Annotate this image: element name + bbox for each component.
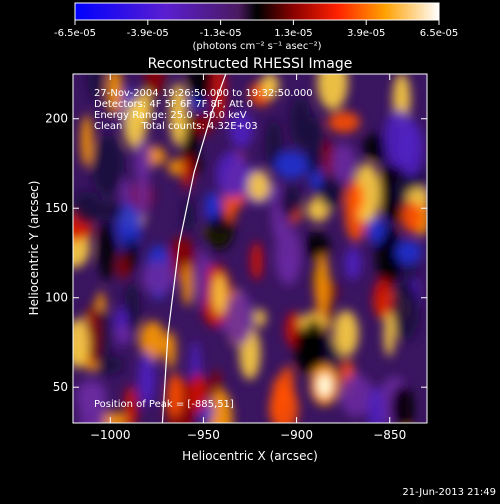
colorbar-tick-label: 3.9e-05 [347, 28, 385, 39]
colorbar-gradient [74, 2, 440, 21]
peak-position-text: Position of Peak = [-885,51] [94, 399, 234, 410]
y-tick-label: 200 [45, 112, 68, 126]
observation-annotations: 27-Nov-2004 19:26:50.000 to 19:32:50.000… [94, 88, 313, 132]
x-tick-label: −950 [187, 428, 220, 442]
x-axis-label: Heliocentric X (arcsec) [182, 449, 318, 463]
y-tick-label: 150 [45, 201, 68, 215]
x-tick-label: −850 [373, 428, 406, 442]
x-tick-label: −900 [280, 428, 313, 442]
time-range-text: 27-Nov-2004 19:26:50.000 to 19:32:50.000 [94, 88, 313, 99]
solar-limb-curve [161, 74, 227, 423]
heatmap-image [73, 74, 427, 423]
colorbar-tick-label: -3.9e-05 [127, 28, 169, 39]
colorbar-ticks: -6.5e-05 -3.9e-05 -1.3e-05 1.3e-05 3.9e-05 6.… [54, 20, 458, 39]
chart-title: Reconstructed RHESSI Image [148, 56, 353, 72]
colorbar-tick-label: -6.5e-05 [54, 28, 96, 39]
colorbar-tick-label: -1.3e-05 [200, 28, 242, 39]
detectors-text: Detectors: 4F 5F 6F 7F 8F, Att 0 [94, 99, 253, 110]
energy-range-text: Energy Range: 25.0 - 50.0 keV [94, 110, 247, 121]
y-tick-label: 100 [45, 291, 68, 305]
axis-ticks: −1000 −950 −900 −850 50 100 150 200 [45, 74, 427, 442]
colorbar-unit-label: (photons cm⁻² s⁻¹ asec⁻²) [192, 41, 321, 52]
clean-counts-text: Clean Total counts: 4.32E+03 [94, 121, 258, 132]
timestamp-footer: 21-Jun-2013 21:49 [402, 487, 496, 498]
y-tick-label: 50 [53, 380, 68, 394]
colorbar-tick-label: 1.3e-05 [274, 28, 312, 39]
plot-frame [72, 73, 428, 424]
colorbar-tick-label: 6.5e-05 [420, 28, 458, 39]
colorbar: -6.5e-05 -3.9e-05 -1.3e-05 1.3e-05 3.9e-05 6.… [54, 2, 458, 52]
x-tick-label: −1000 [90, 428, 131, 442]
y-axis-label: Heliocentric Y (arcsec) [27, 181, 41, 316]
